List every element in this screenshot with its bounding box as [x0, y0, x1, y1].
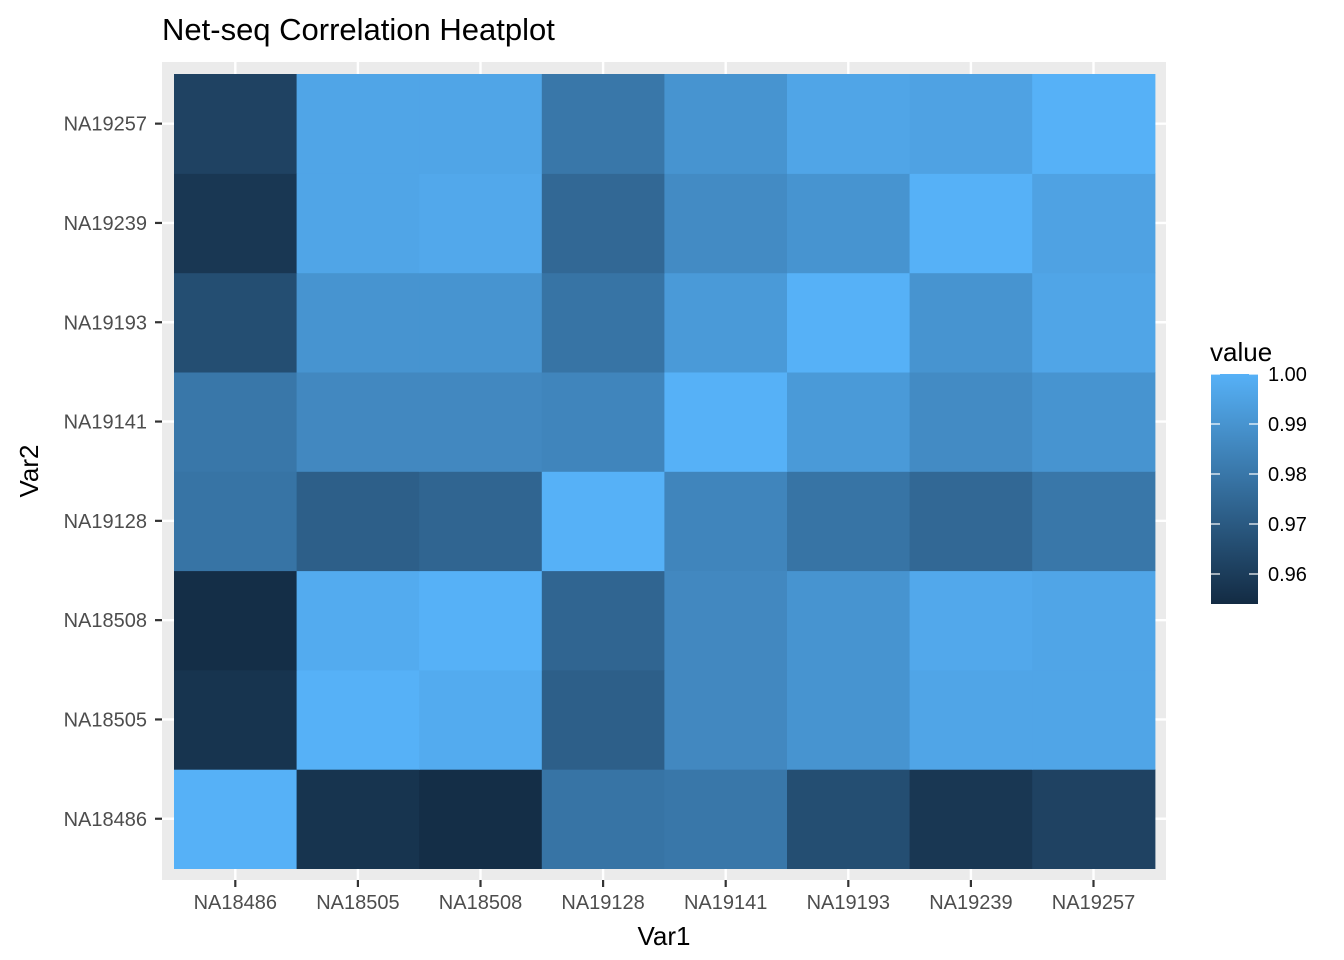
heatmap-cell	[787, 570, 911, 671]
heatmap-cell	[1032, 669, 1156, 770]
heatmap-cell	[296, 272, 420, 373]
heatmap-cell	[174, 173, 298, 274]
y-tick-label: NA19141	[64, 412, 147, 434]
heatmap-cell	[1032, 371, 1156, 472]
legend-tick-label: 1.00	[1268, 364, 1307, 386]
legend-tick-label: 0.96	[1268, 564, 1307, 586]
heatmap-cell	[541, 769, 665, 869]
heatmap-cell	[664, 669, 788, 770]
heatmap-cell	[419, 371, 543, 472]
heatmap-cell	[909, 74, 1033, 174]
heatmap-cell	[909, 669, 1033, 770]
heatmap-cell	[419, 471, 543, 572]
heatmap-cell	[787, 371, 911, 472]
heatmap-cell	[787, 173, 911, 274]
heatmap-cell	[541, 371, 665, 472]
heatmap-cell	[174, 272, 298, 373]
heatmap-cell	[174, 74, 298, 174]
heatmap-cell	[1032, 173, 1156, 274]
x-tick-label: NA19239	[929, 892, 1012, 914]
y-tick-label: NA19239	[64, 213, 147, 235]
legend-title: value	[1210, 337, 1272, 367]
heatmap-cell	[909, 471, 1033, 572]
heatmap-cell	[909, 371, 1033, 472]
heatmap-cell	[296, 769, 420, 869]
heatmap-cell	[664, 371, 788, 472]
legend-ticks: 0.96 0.97 0.98 0.99 1.00	[1211, 364, 1307, 586]
heatmap-cell	[296, 570, 420, 671]
y-tick-label: NA19128	[64, 511, 147, 533]
heatmap-cell	[419, 570, 543, 671]
heatmap-cell	[419, 74, 543, 174]
heatmap-cell	[787, 669, 911, 770]
heatmap-cell	[787, 769, 911, 869]
heatmap-cell	[664, 769, 788, 869]
heatmap-cell	[419, 173, 543, 274]
heatmap-cell	[541, 471, 665, 572]
heatmap-cell	[541, 669, 665, 770]
heatmap-cell	[174, 471, 298, 572]
y-tick-label: NA18486	[64, 809, 147, 831]
heatmap-cell	[1032, 272, 1156, 373]
heatmap-cell	[909, 173, 1033, 274]
heatmap-cell	[664, 272, 788, 373]
heatmap-cell	[419, 272, 543, 373]
heatmap-cell	[909, 769, 1033, 869]
x-tick-label: NA19128	[561, 892, 644, 914]
x-axis-ticks: NA18486 NA18505 NA18508 NA19128 NA19141 NA191…	[194, 880, 1135, 914]
x-axis-title: Var1	[638, 921, 691, 951]
x-tick-label: NA19257	[1052, 892, 1135, 914]
heatmap-cell	[909, 272, 1033, 373]
heatmap-cell	[664, 173, 788, 274]
heatmap-cell	[296, 371, 420, 472]
legend-tick-label: 0.99	[1268, 414, 1307, 436]
legend-tick-label: 0.98	[1268, 464, 1307, 486]
heatmap-cell	[174, 769, 298, 869]
heatmap-cell	[174, 570, 298, 671]
y-tick-label: NA19193	[64, 312, 147, 334]
x-tick-label: NA18508	[439, 892, 522, 914]
y-tick-label: NA18508	[64, 610, 147, 632]
heatmap-cell	[174, 669, 298, 770]
heatmap-cell	[541, 173, 665, 274]
heatmap-cell	[664, 74, 788, 174]
heatmap-cell	[664, 471, 788, 572]
heatmap-cell	[419, 669, 543, 770]
heatmap-cell	[1032, 74, 1156, 174]
y-tick-label: NA19257	[64, 114, 147, 136]
heatmap-cell	[1032, 769, 1156, 869]
y-axis-title: Var2	[14, 445, 44, 498]
x-tick-label: NA19141	[684, 892, 767, 914]
heatmap-cell	[664, 570, 788, 671]
chart-title: Net-seq Correlation Heatplot	[162, 12, 555, 47]
heatmap-cell	[541, 570, 665, 671]
heatmap-cell	[1032, 471, 1156, 572]
legend-colorbar	[1211, 374, 1258, 604]
heatmap-cell	[787, 272, 911, 373]
heatmap-cell	[1032, 570, 1156, 671]
heatmap-cell	[174, 371, 298, 472]
heatmap-cell	[909, 570, 1033, 671]
heatmap-cell	[419, 769, 543, 869]
heatmap-cell	[541, 272, 665, 373]
x-tick-label: NA19193	[807, 892, 890, 914]
heatmap-cell	[787, 471, 911, 572]
heatmap-cell	[296, 173, 420, 274]
heatmap-cell	[787, 74, 911, 174]
heatmap-cell	[541, 74, 665, 174]
x-tick-label: NA18505	[316, 892, 399, 914]
y-tick-label: NA18505	[64, 709, 147, 731]
y-axis-ticks: NA18486 NA18505 NA18508 NA19128 NA19141 NA191…	[64, 114, 162, 831]
x-tick-label: NA18486	[194, 892, 277, 914]
heatmap-cell	[296, 669, 420, 770]
legend-tick-label: 0.97	[1268, 514, 1307, 536]
heatmap-cells	[174, 74, 1156, 869]
heatmap-cell	[296, 471, 420, 572]
heatmap-cell	[296, 74, 420, 174]
